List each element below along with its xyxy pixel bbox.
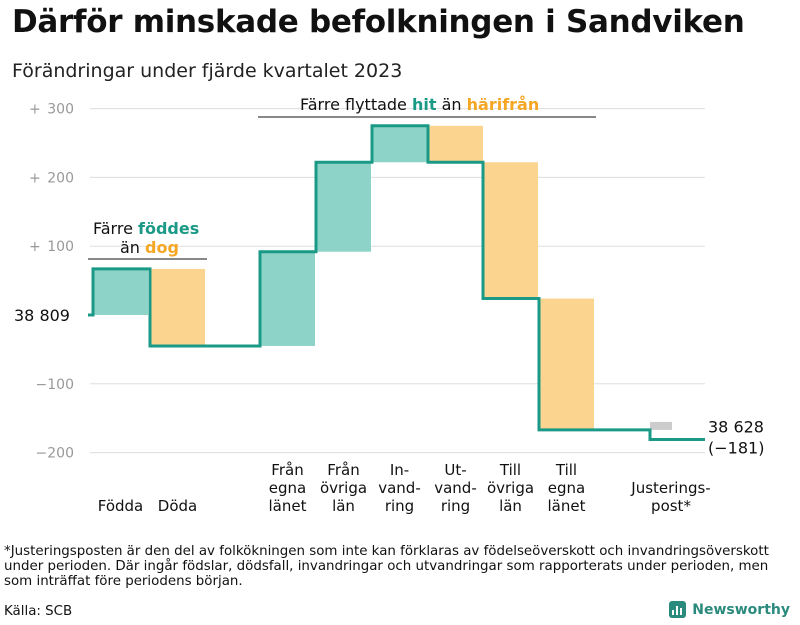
- start-value-label: 38 809: [14, 306, 70, 325]
- inflow-bar: [372, 125, 427, 163]
- y-tick-label: −200: [36, 446, 74, 462]
- x-category-label: Justerings-: [630, 479, 710, 497]
- x-category-label: vand-: [378, 479, 421, 497]
- brand-name: Newsworthy: [692, 601, 790, 618]
- inflow-bar: [93, 268, 148, 315]
- footnote: *Justeringsposten är den del av folkökni…: [4, 544, 769, 589]
- x-category-label: ring: [385, 497, 414, 515]
- outflow-bar: [150, 268, 205, 346]
- x-category-label: län: [499, 497, 522, 515]
- annotation-migration: Färre flyttade hit än härifrån: [300, 95, 539, 114]
- x-category-label: övriga: [320, 479, 367, 497]
- x-category-label: post*: [651, 497, 691, 515]
- end-value-label: 38 628: [708, 418, 764, 437]
- waterfall-chart: −200 −100 + 100 + 200 + 300 38 809 38 628 (−181) Fö…: [14, 95, 764, 515]
- x-category-label: Döda: [158, 497, 197, 515]
- x-category-label: länet: [269, 497, 307, 515]
- x-category-label: län: [332, 497, 355, 515]
- y-tick-plus: +: [29, 102, 41, 118]
- x-category-label: Till: [499, 461, 521, 479]
- adjustment-bar: [650, 421, 672, 430]
- y-tick-label: 200: [47, 170, 74, 186]
- x-category-label: Till: [555, 461, 577, 479]
- chart-title: Därför minskade befolkningen i Sandviken: [12, 4, 745, 40]
- y-tick-plus: +: [29, 239, 41, 255]
- brand-logo: Newsworthy: [669, 601, 790, 618]
- x-category-label: ring: [441, 497, 470, 515]
- outflow-bar: [539, 298, 594, 430]
- x-category-label: övriga: [487, 479, 534, 497]
- y-tick-label: 100: [47, 239, 74, 255]
- x-category-label: Födda: [98, 497, 144, 515]
- x-category-label: egna: [269, 479, 306, 497]
- chart-subtitle: Förändringar under fjärde kvartalet 2023: [12, 60, 403, 82]
- cumulative-step-line: [88, 124, 705, 442]
- y-tick-label: 300: [47, 102, 74, 118]
- newsworthy-logo-icon: [669, 601, 687, 618]
- x-category-label: Från: [327, 461, 359, 479]
- net-change-label: (−181): [708, 439, 764, 458]
- x-category-label: In-: [390, 461, 409, 479]
- x-category-label: Från: [271, 461, 303, 479]
- inflow-bar: [260, 251, 315, 346]
- outflow-bar: [483, 162, 538, 299]
- annotation-births-deaths-line1: Färre föddes: [93, 219, 199, 238]
- y-tick-label: −100: [36, 377, 74, 393]
- source-note: Källa: SCB: [4, 604, 73, 619]
- x-category-label: Ut-: [444, 461, 466, 479]
- inflow-bar: [316, 162, 371, 252]
- outflow-bar: [428, 125, 483, 163]
- annotation-births-deaths-line2: än dog: [120, 238, 179, 257]
- x-category-label: länet: [548, 497, 586, 515]
- y-tick-plus: +: [29, 170, 41, 186]
- x-category-label: egna: [548, 479, 585, 497]
- x-category-label: vand-: [434, 479, 477, 497]
